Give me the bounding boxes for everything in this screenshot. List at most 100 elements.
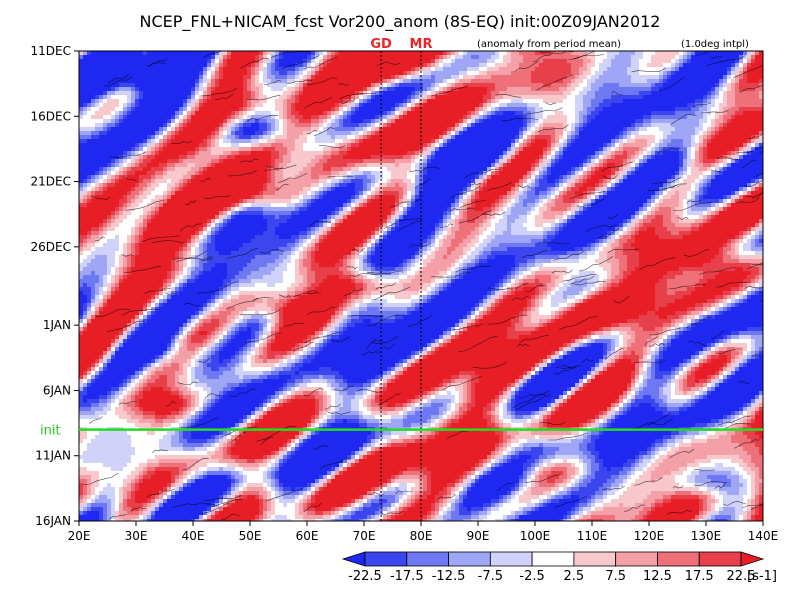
heatmap-cell [155, 91, 159, 95]
heatmap-cell [191, 55, 195, 59]
heatmap-cell [427, 79, 431, 83]
heatmap-cell [243, 147, 247, 151]
heatmap-cell [311, 79, 315, 83]
heatmap-cell [667, 91, 671, 95]
heatmap-cell [447, 91, 451, 95]
heatmap-cell [607, 143, 611, 147]
heatmap-cell [191, 159, 195, 163]
heatmap-cell [719, 143, 723, 147]
heatmap-cell [343, 87, 347, 91]
heatmap-cell [687, 71, 691, 75]
heatmap-cell [719, 135, 723, 139]
heatmap-cell [395, 115, 399, 119]
heatmap-cell [247, 135, 251, 139]
heatmap-cell [531, 135, 535, 139]
heatmap-cell [179, 59, 183, 63]
heatmap-cell [387, 163, 391, 167]
heatmap-cell [651, 155, 655, 159]
heatmap-cell [147, 123, 151, 127]
heatmap-cell [147, 59, 151, 63]
heatmap-cell [335, 167, 339, 171]
heatmap-cell [363, 99, 367, 103]
heatmap-cell [115, 83, 119, 87]
heatmap-cell [323, 67, 327, 71]
heatmap-cell [259, 175, 263, 179]
heatmap-cell [615, 75, 619, 79]
heatmap-cell [655, 123, 659, 127]
heatmap-cell [355, 175, 359, 179]
heatmap-cell [203, 135, 207, 139]
heatmap-cell [255, 131, 259, 135]
heatmap-cell [675, 95, 679, 99]
heatmap-cell [715, 51, 719, 55]
heatmap-cell [735, 127, 739, 131]
heatmap-cell [423, 75, 427, 79]
heatmap-cell [107, 107, 111, 111]
heatmap-cell [183, 83, 187, 87]
heatmap-cell [443, 163, 447, 167]
heatmap-cell [215, 115, 219, 119]
heatmap-cell [687, 59, 691, 63]
heatmap-cell [247, 55, 251, 59]
heatmap-cell [543, 131, 547, 135]
heatmap-cell [391, 135, 395, 139]
heatmap-cell [663, 135, 667, 139]
heatmap-cell [431, 63, 435, 67]
heatmap-cell [399, 155, 403, 159]
heatmap-cell [467, 107, 471, 111]
heatmap-cell [655, 59, 659, 63]
heatmap-cell [319, 159, 323, 163]
heatmap-cell [115, 143, 119, 147]
heatmap-cell [403, 143, 407, 147]
heatmap-cell [523, 139, 527, 143]
heatmap-cell [491, 51, 495, 55]
heatmap-cell [355, 115, 359, 119]
heatmap-cell [535, 127, 539, 131]
heatmap-cell [223, 159, 227, 163]
heatmap-cell [339, 135, 343, 139]
heatmap-cell [167, 51, 171, 55]
heatmap-cell [403, 135, 407, 139]
heatmap-cell [219, 51, 223, 55]
heatmap-cell [739, 135, 743, 139]
heatmap-cell [443, 79, 447, 83]
heatmap-cell [323, 75, 327, 79]
heatmap-cell [199, 139, 203, 143]
heatmap-cell [583, 51, 587, 55]
heatmap-cell [735, 151, 739, 155]
heatmap-cell [411, 59, 415, 63]
heatmap-cell [223, 175, 227, 179]
heatmap-cell [171, 143, 175, 147]
heatmap-cell [83, 63, 87, 67]
heatmap-cell [271, 67, 275, 71]
heatmap-cell [191, 119, 195, 123]
heatmap-cell [731, 63, 735, 67]
heatmap-cell [339, 159, 343, 163]
heatmap-cell [635, 131, 639, 135]
heatmap-cell [131, 91, 135, 95]
heatmap-cell [431, 107, 435, 111]
heatmap-cell [451, 51, 455, 55]
heatmap-cell [443, 143, 447, 147]
heatmap-cell [391, 55, 395, 59]
heatmap-cell [243, 83, 247, 87]
heatmap-cell [159, 175, 163, 179]
heatmap-cell [363, 123, 367, 127]
heatmap-cell [367, 51, 371, 55]
heatmap-cell [103, 127, 107, 131]
heatmap-cell [551, 131, 555, 135]
heatmap-cell [727, 83, 731, 87]
heatmap-cell [279, 163, 283, 167]
heatmap-cell [711, 151, 715, 155]
heatmap-cell [447, 159, 451, 163]
heatmap-cell [579, 131, 583, 135]
heatmap-cell [135, 175, 139, 179]
heatmap-cell [327, 91, 331, 95]
heatmap-cell [571, 135, 575, 139]
heatmap-cell [291, 155, 295, 159]
heatmap-cell [207, 55, 211, 59]
heatmap-cell [687, 83, 691, 87]
heatmap-cell [423, 87, 427, 91]
heatmap-cell [555, 151, 559, 155]
heatmap-cell [79, 95, 83, 99]
